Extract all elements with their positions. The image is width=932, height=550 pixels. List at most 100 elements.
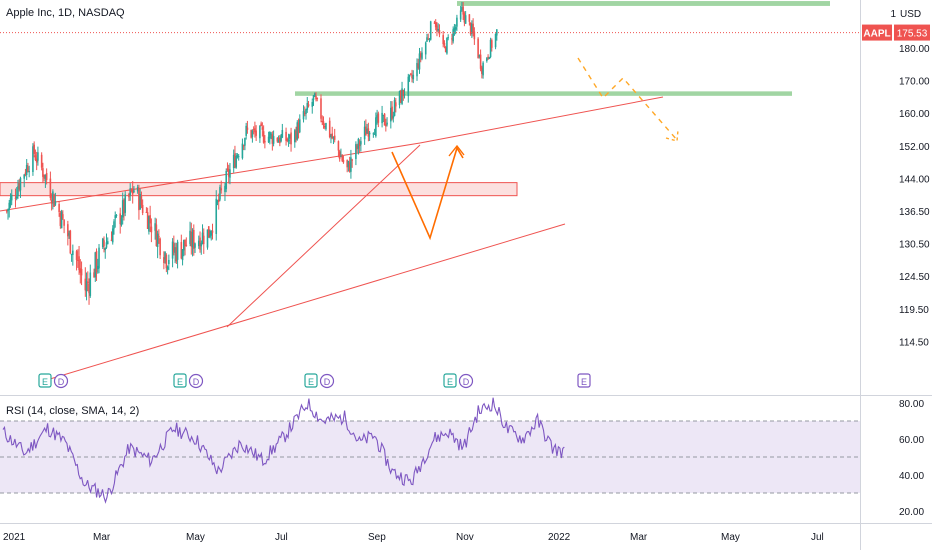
candle-body	[250, 129, 252, 138]
candle-body	[302, 111, 305, 120]
candle-body	[472, 23, 474, 34]
candle-body	[270, 133, 272, 135]
candle-body	[416, 62, 418, 77]
candle-body	[59, 213, 62, 226]
candle-body	[168, 259, 170, 265]
candle-body	[255, 130, 257, 136]
price-tick-label: 119.50	[899, 305, 929, 316]
candle-body	[251, 130, 254, 137]
price-tick-label: 130.50	[899, 240, 930, 251]
dividend-marker: D	[188, 373, 204, 389]
candle-body	[63, 219, 65, 226]
candle-body	[398, 91, 401, 105]
candle-body	[124, 194, 127, 213]
candle-body	[496, 29, 498, 36]
candles	[5, 1, 498, 305]
candle-body	[469, 22, 472, 35]
price-unit: USD	[900, 9, 921, 20]
candle-body	[200, 242, 203, 247]
candle-body	[37, 152, 39, 161]
candle-body	[159, 238, 161, 256]
candle-body	[477, 38, 479, 59]
candle-body	[259, 125, 261, 139]
candle-body	[192, 230, 195, 249]
candle-body	[158, 235, 160, 237]
candle-body	[166, 266, 169, 270]
candle-body	[350, 157, 352, 172]
candle-body	[9, 198, 12, 206]
candle-body	[173, 243, 175, 253]
candle-body	[479, 54, 482, 69]
candle-body	[341, 155, 343, 161]
candle-body	[220, 188, 223, 191]
candle-body	[49, 178, 52, 198]
candle-body	[202, 235, 205, 245]
time-tick-label: Jul	[811, 532, 824, 543]
candle-body	[156, 233, 159, 248]
candle-body	[176, 241, 179, 260]
dividend-marker: D	[458, 373, 474, 389]
candle-body	[407, 76, 410, 97]
rsi-line	[2, 397, 565, 504]
candle-body	[164, 252, 166, 260]
candle-body	[216, 200, 219, 202]
candle-body	[80, 268, 83, 276]
candle-body	[399, 90, 402, 103]
candle-body	[419, 53, 422, 58]
candle-body	[5, 210, 8, 212]
candle-body	[244, 138, 246, 146]
zigzag-arrowhead	[448, 144, 465, 157]
price-tick-label: 152.00	[899, 142, 930, 153]
rsi-tick-label: 60.00	[899, 435, 924, 446]
candle-body	[110, 239, 113, 241]
last-price-tag	[894, 24, 930, 41]
candle-body	[462, 6, 464, 15]
time-tick-label: 2021	[3, 532, 26, 543]
candle-body	[70, 254, 73, 256]
candle-body	[98, 247, 100, 269]
candle-body	[262, 131, 265, 143]
candle-body	[95, 251, 98, 273]
candle-body	[305, 109, 307, 114]
marker-label: E	[581, 377, 587, 387]
candle-body	[356, 145, 358, 150]
candle-body	[337, 141, 340, 151]
candle-body	[180, 242, 183, 259]
zigzag-pattern	[391, 146, 464, 241]
candle-body	[138, 188, 140, 211]
candle-body	[155, 224, 158, 247]
earnings-marker: E	[304, 373, 318, 388]
candle-body	[376, 115, 378, 119]
candle-body	[426, 37, 428, 42]
candle-body	[34, 155, 37, 161]
support-zone	[295, 91, 792, 96]
candle-body	[438, 30, 441, 35]
marker-label: E	[177, 377, 183, 387]
candle-body	[358, 141, 361, 147]
candle-body	[402, 89, 405, 96]
candle-body	[307, 104, 310, 107]
candle-body	[267, 136, 270, 143]
candle-body	[123, 199, 125, 214]
candle-body	[281, 130, 284, 138]
candle-body	[372, 133, 375, 135]
candle-body	[272, 136, 275, 144]
candle-body	[315, 95, 317, 100]
candle-body	[211, 230, 214, 233]
price-tick-label: 114.50	[899, 337, 929, 348]
candle-body	[482, 62, 484, 76]
candle-body	[17, 186, 19, 197]
candle-body	[295, 130, 297, 140]
trendline-3	[39, 223, 566, 383]
candle-body	[478, 55, 481, 57]
candle-body	[366, 128, 368, 134]
price-tick-label: 180.00	[899, 44, 930, 55]
candle-body	[50, 200, 53, 204]
candle-body	[44, 174, 47, 179]
candle-body	[322, 121, 325, 125]
candle-body	[393, 99, 396, 116]
candle-body	[232, 154, 235, 169]
candle-body	[280, 135, 282, 142]
candle-body	[210, 231, 213, 236]
time-tick-label: 2022	[548, 532, 571, 543]
